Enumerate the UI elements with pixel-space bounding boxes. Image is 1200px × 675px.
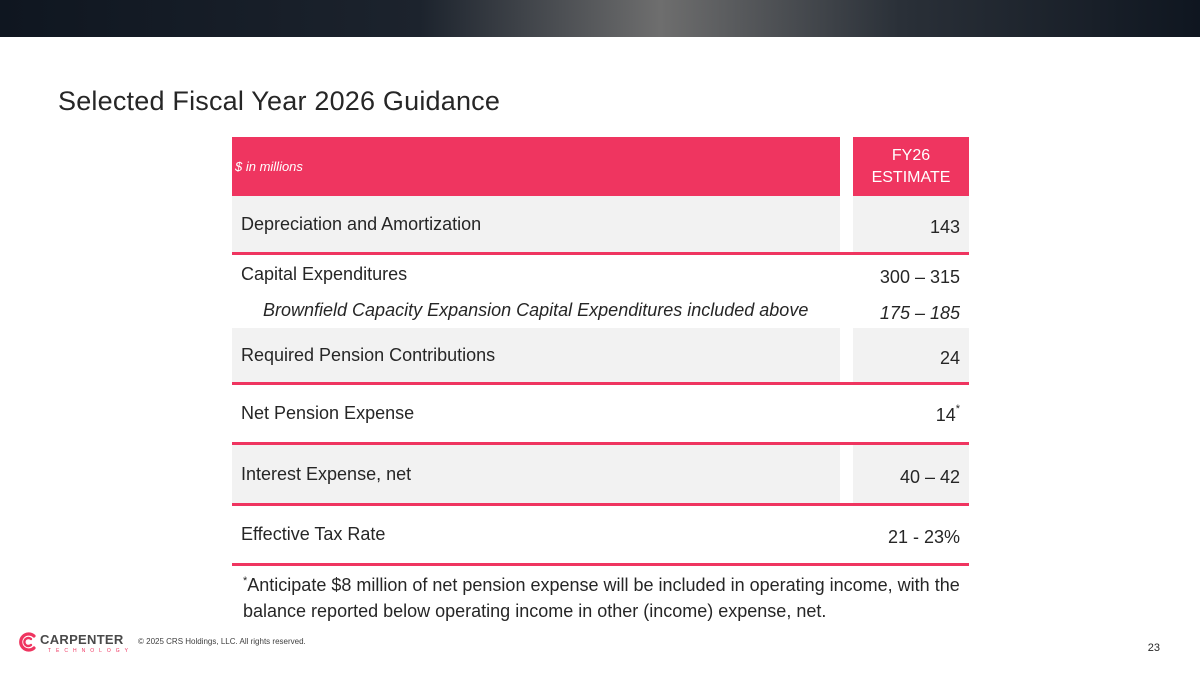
- column-header-line1: FY26: [891, 146, 931, 164]
- row-value: 21 - 23%: [887, 527, 960, 547]
- top-banner: [0, 0, 1200, 37]
- footnote-mark: *: [243, 575, 248, 587]
- footnote: *Anticipate $8 million of net pension ex…: [243, 568, 973, 624]
- row-value: 24: [939, 348, 960, 368]
- row-value: 14*: [935, 403, 960, 426]
- row-divider: [232, 442, 969, 445]
- row-label: Effective Tax Rate: [241, 524, 386, 544]
- column-header-fy26: FY26 ESTIMATE: [853, 137, 969, 196]
- row-label: Depreciation and Amortization: [241, 214, 482, 234]
- row-label-sub: Brownfield Capacity Expansion Capital Ex…: [263, 300, 809, 320]
- row-divider: [232, 563, 969, 566]
- row-value: 300 – 315: [879, 267, 960, 287]
- row-value-sub: 175 – 185: [879, 303, 960, 323]
- row-divider: [232, 252, 969, 255]
- logo-wordmark: CARPENTER: [40, 632, 124, 647]
- copyright-text: © 2025 CRS Holdings, LLC. All rights res…: [138, 637, 306, 646]
- value-text: 14: [935, 405, 956, 425]
- footnote-text: Anticipate $8 million of net pension exp…: [243, 575, 960, 621]
- row-label: Net Pension Expense: [241, 403, 415, 423]
- row-value: 143: [929, 217, 960, 237]
- table-row: Effective Tax Rate 21 - 23%: [232, 506, 969, 563]
- logo-subtext: TECHNOLOGY: [48, 648, 134, 654]
- row-divider: [232, 382, 969, 385]
- row-label: Interest Expense, net: [241, 464, 412, 484]
- units-label: $ in millions: [232, 137, 840, 196]
- table-row: Net Pension Expense 14*: [232, 385, 969, 442]
- table-row: Interest Expense, net 40 – 42: [232, 445, 969, 503]
- guidance-table: $ in millions FY26 ESTIMATE Depreciation…: [232, 137, 969, 566]
- table-row: Depreciation and Amortization 143: [232, 196, 969, 252]
- column-header-line2: ESTIMATE: [871, 168, 951, 186]
- footnote-mark: *: [955, 403, 960, 415]
- row-value: 40 – 42: [899, 467, 960, 487]
- page-number: 23: [1147, 642, 1160, 654]
- company-logo: CARPENTER TECHNOLOGY: [18, 631, 128, 657]
- table-row: Required Pension Contributions 24: [232, 328, 969, 382]
- table-row: Capital Expenditures 300 – 315 Brownfiel…: [232, 255, 969, 328]
- row-label: Capital Expenditures: [241, 264, 408, 284]
- carpenter-logo-icon: [19, 632, 36, 652]
- page-title: Selected Fiscal Year 2026 Guidance: [58, 86, 501, 116]
- row-divider: [232, 503, 969, 506]
- table-header: $ in millions FY26 ESTIMATE: [232, 137, 969, 196]
- row-label: Required Pension Contributions: [241, 345, 496, 365]
